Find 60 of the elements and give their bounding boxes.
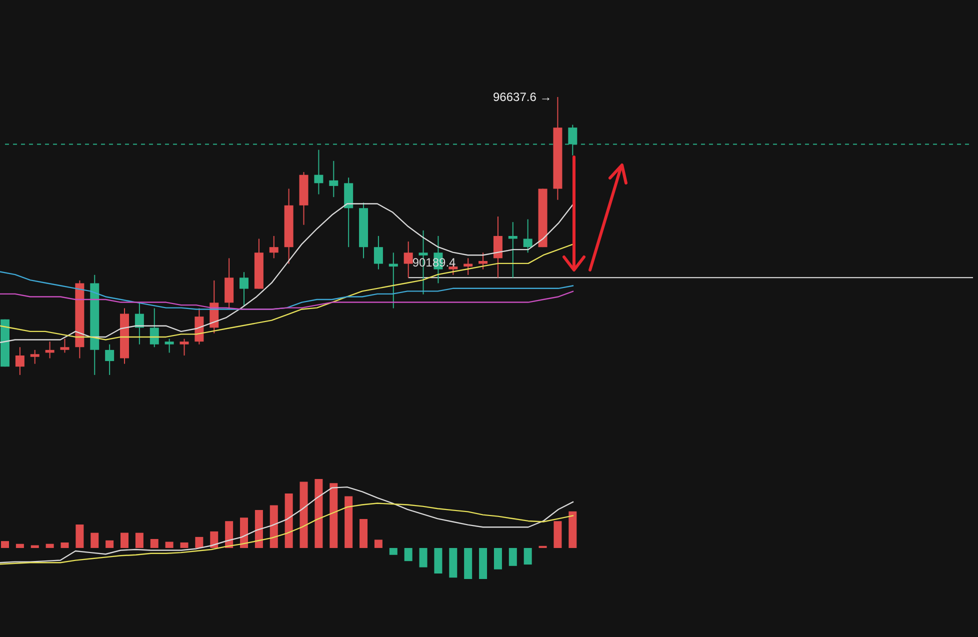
candlestick: [388, 252, 398, 309]
candlestick: [329, 160, 338, 198]
bar: [554, 521, 562, 548]
bar: [30, 545, 39, 548]
bar: [568, 511, 577, 548]
candlestick: [15, 346, 24, 376]
candlestick: [374, 235, 383, 270]
bar: [135, 532, 144, 548]
candlestick: [508, 222, 518, 278]
bar: [374, 540, 382, 548]
bar: [524, 548, 532, 565]
candlestick: [180, 338, 189, 356]
candlestick: [493, 216, 502, 278]
candlestick: [314, 149, 324, 195]
bar: [284, 493, 293, 548]
annotation: 96637.6 →: [492, 90, 552, 104]
bar: [270, 505, 278, 548]
bar: [300, 482, 308, 548]
bar: [479, 548, 488, 580]
candlestick: [45, 341, 54, 359]
candlestick: [164, 338, 174, 354]
candlestick: [150, 308, 159, 348]
bar: [16, 544, 24, 548]
candlestick: [404, 241, 413, 278]
candlestick: [478, 252, 488, 270]
candlestick: [60, 338, 70, 354]
bar: [508, 548, 517, 566]
bar: [76, 524, 84, 548]
bar: [240, 518, 248, 548]
candlestick: [523, 218, 532, 254]
bar: [449, 548, 458, 578]
candlestick: [240, 272, 249, 306]
candlestick: [464, 258, 473, 276]
bar: [180, 542, 188, 548]
bar: [404, 548, 412, 562]
bar: [389, 548, 398, 555]
bar: [344, 496, 353, 548]
candlestick: [30, 349, 40, 364]
candlestick: [134, 302, 144, 345]
bar: [195, 536, 204, 548]
candlestick: [269, 235, 278, 259]
bar: [419, 548, 428, 568]
bar: [314, 478, 323, 548]
bar: [106, 540, 114, 548]
bar: [330, 483, 338, 548]
bar: [60, 542, 69, 548]
bar: [225, 521, 234, 548]
bar: [494, 548, 502, 570]
bar: [254, 510, 263, 548]
bar: [210, 531, 218, 548]
bar: [46, 544, 54, 548]
bar: [360, 518, 368, 548]
bar: [434, 548, 442, 574]
bar: [150, 539, 158, 548]
bar: [90, 532, 99, 548]
bar: [464, 548, 472, 580]
bar: [165, 542, 174, 548]
bar: [120, 532, 129, 548]
candlestick: [105, 344, 114, 376]
bar: [1, 541, 9, 548]
